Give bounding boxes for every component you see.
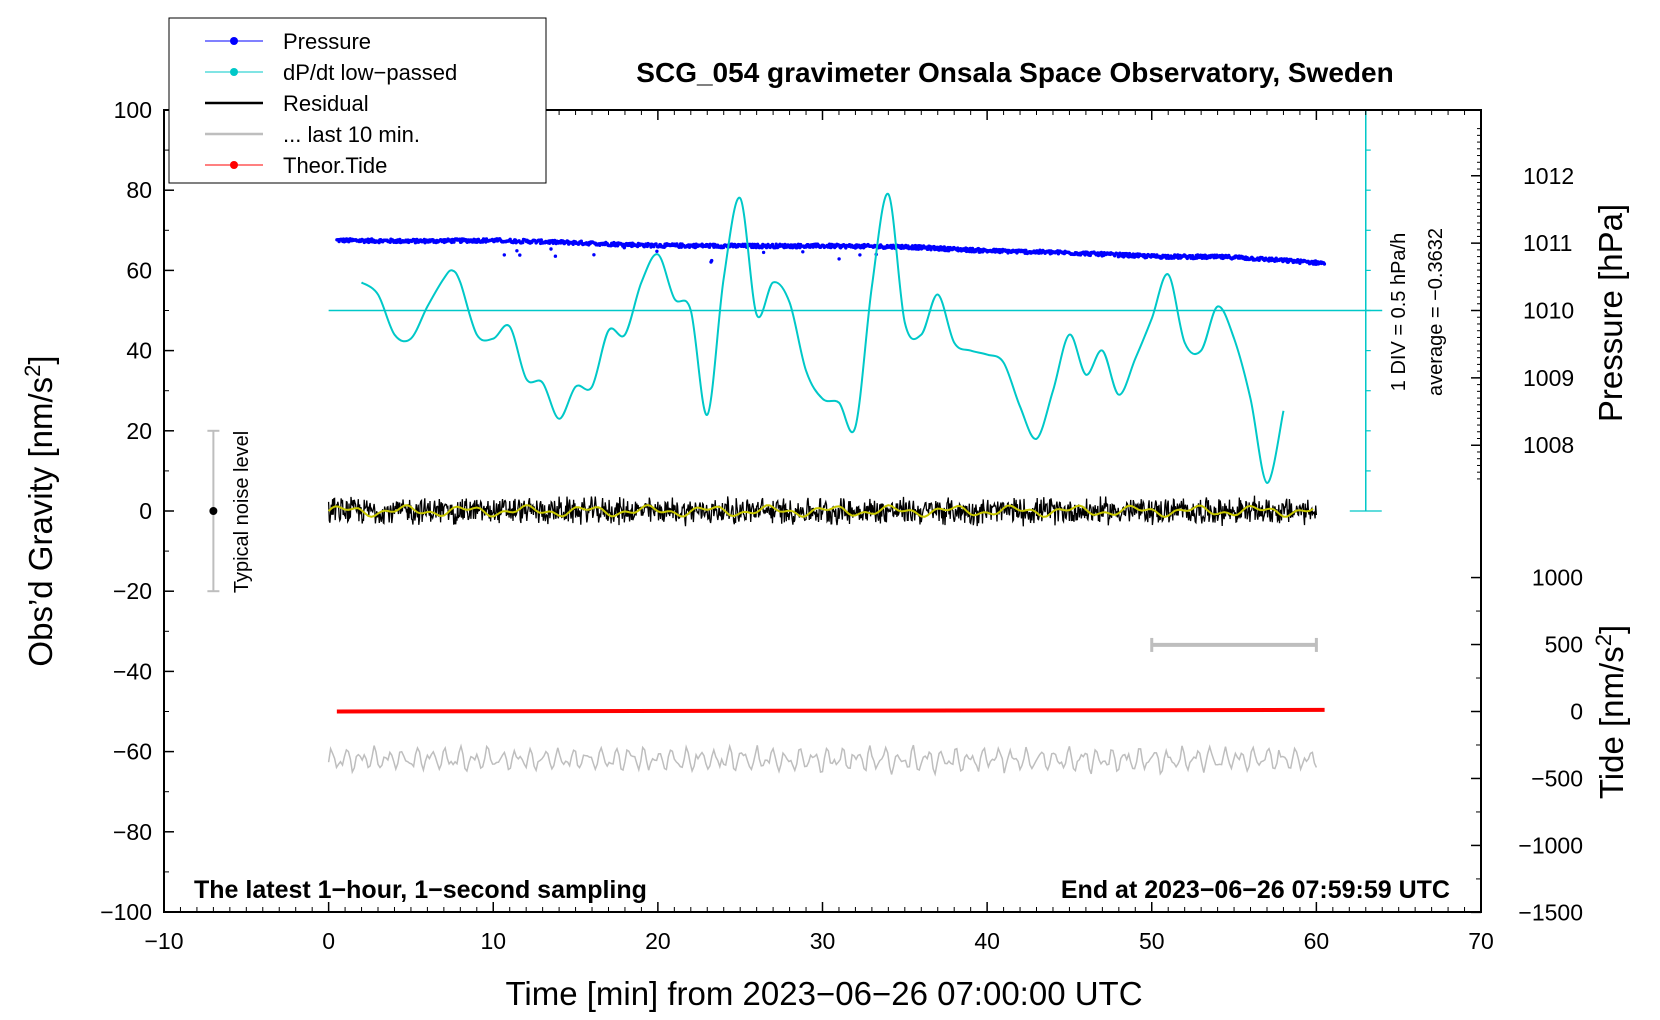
pressure-point: [549, 247, 553, 251]
legend-label: ... last 10 min.: [283, 122, 420, 147]
y-tick-label: −60: [113, 739, 152, 765]
bottom-right-note: End at 2023−06−26 07:59:59 UTC: [1061, 876, 1450, 904]
pressure-point: [910, 244, 915, 248]
y-tick-label: −20: [113, 578, 152, 604]
pressure-point: [837, 257, 841, 261]
pressure-point: [521, 240, 525, 245]
pressure-point: [761, 250, 766, 255]
y-tick-label: 20: [126, 418, 152, 444]
pressure-point: [592, 253, 596, 257]
x-tick-label: 20: [645, 928, 671, 954]
pressure-point: [1083, 253, 1087, 257]
div-label: 1 DIV = 0.5 hPa/h: [1388, 233, 1410, 391]
pressure-point: [858, 253, 862, 257]
y-tick-label: 0: [139, 498, 152, 524]
tide-tick-label: 500: [1545, 632, 1583, 658]
tide-tick-label: −1500: [1518, 899, 1583, 925]
pressure-point: [1284, 257, 1289, 261]
pressure-point: [857, 243, 861, 247]
legend-marker: [230, 161, 238, 169]
residual-smoothed-line: [327, 503, 1314, 519]
tide-tick-label: −500: [1531, 765, 1583, 791]
pressure-point: [707, 245, 712, 249]
dpdt-line: [360, 193, 1285, 484]
x-tick-label: 50: [1139, 928, 1165, 954]
x-tick-label: 0: [322, 928, 335, 954]
residual-line: [327, 495, 1318, 527]
pressure-point: [518, 253, 522, 257]
noise-bar-center: [209, 507, 218, 515]
tide-tick-label: −1000: [1518, 832, 1583, 858]
pressure-point: [654, 242, 658, 246]
y-axis-label-tide: Tide [nm/s2]: [1591, 625, 1630, 799]
x-tick-label: −10: [144, 928, 183, 954]
legend-marker: [230, 37, 238, 45]
pressure-point: [710, 258, 714, 263]
y-tick-label: −40: [113, 658, 152, 684]
y-axis-label-pressure: Pressure [hPa]: [1592, 204, 1629, 422]
legend-label: dP/dt low−passed: [283, 60, 457, 85]
pressure-point: [918, 244, 923, 248]
pressure-tick-label: 1008: [1523, 432, 1574, 458]
legend-label: Residual: [283, 91, 369, 116]
x-tick-label: 70: [1468, 928, 1494, 954]
x-axis-label: Time [min] from 2023−06−26 07:00:00 UTC: [505, 975, 1142, 1012]
x-tick-label: 60: [1304, 928, 1330, 954]
pressure-point: [1322, 262, 1327, 266]
pressure-tick-label: 1009: [1523, 365, 1574, 391]
y-tick-label: −100: [100, 899, 152, 925]
pressure-tick-label: 1011: [1523, 230, 1572, 256]
legend-label: Pressure: [283, 29, 371, 54]
pressure-point: [1088, 253, 1093, 258]
pressure-point: [916, 247, 921, 251]
chart-title: SCG_054 gravimeter Onsala Space Observat…: [636, 57, 1393, 88]
bottom-left-note: The latest 1−hour, 1−second sampling: [194, 876, 647, 904]
tide-line: [336, 707, 1325, 714]
pressure-point: [377, 240, 381, 245]
noise-level-label: Typical noise level: [231, 431, 253, 593]
tide-series: [336, 707, 1325, 714]
y-tick-label: 60: [126, 257, 152, 283]
y-axis-label-main: Obs’d Gravity [nm/s2]: [20, 355, 59, 666]
average-label: average = −0.3632: [1425, 228, 1447, 396]
last10-line: [327, 743, 1318, 777]
pressure-tick-label: 1010: [1523, 298, 1574, 324]
x-tick-label: 30: [810, 928, 836, 954]
tide-tick-label: 0: [1570, 699, 1583, 725]
legend-label: Theor.Tide: [283, 153, 387, 178]
pressure-point: [655, 249, 659, 253]
legend-marker: [230, 68, 238, 76]
pressure-point: [801, 250, 805, 254]
x-tick-label: 40: [974, 928, 1000, 954]
pressure-point: [515, 249, 519, 253]
tide-tick-label: 1000: [1532, 565, 1583, 591]
x-tick-label: 10: [480, 928, 506, 954]
legend: Pressure dP/dt low−passed Residual ... last…: [168, 17, 547, 184]
pressure-point: [553, 254, 558, 258]
y-tick-label: 40: [126, 338, 152, 364]
pressure-point: [539, 238, 543, 242]
y-tick-label: −80: [113, 819, 152, 845]
pressure-series: [335, 237, 1327, 266]
y-tick-label: 80: [126, 177, 152, 203]
pressure-point: [502, 253, 506, 257]
y-tick-label: 100: [114, 97, 152, 123]
pressure-tick-label: 1012: [1523, 163, 1574, 189]
